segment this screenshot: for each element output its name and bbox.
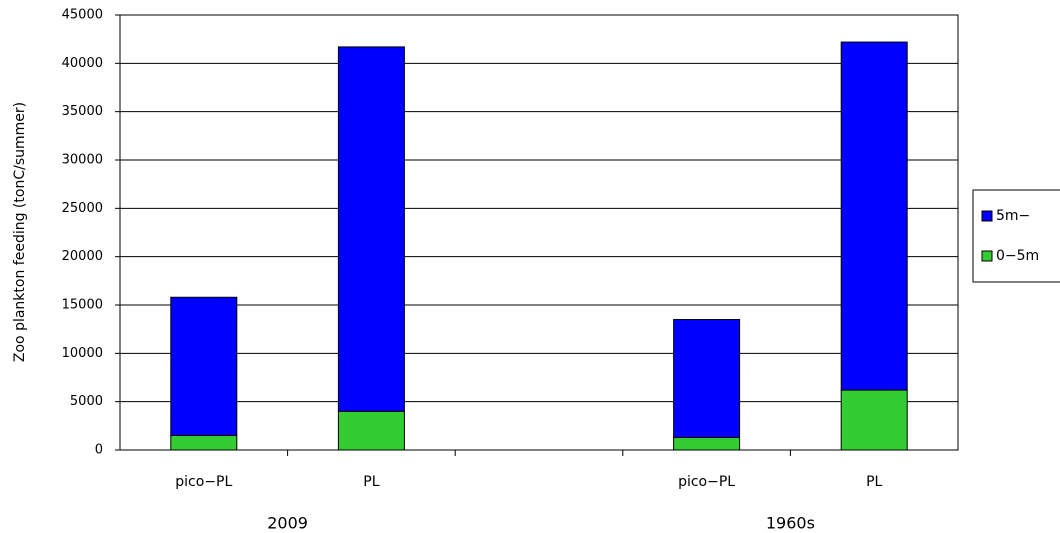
group-label: 1960s [766,514,815,533]
y-tick-label: 10000 [62,346,103,361]
y-axis-label: Zoo plankton feeding (tonC/summer) [12,102,28,362]
y-tick-label: 30000 [62,153,103,168]
x-tick-label: pico−PL [678,474,735,490]
y-tick-label: 25000 [62,201,103,216]
x-tick-label: PL [866,474,882,490]
x-tick-label: PL [363,474,379,490]
legend-swatch [981,250,993,262]
legend-box [972,189,1060,283]
y-tick-label: 40000 [62,56,103,71]
y-tick-label: 45000 [62,8,103,23]
bar-segment [337,410,405,451]
bar-segment [170,296,238,436]
bar-segment [673,436,741,451]
y-tick-label: 0 [95,443,103,458]
bar-segment [840,389,908,451]
bar-segment [673,319,741,438]
y-tick-label: 20000 [62,249,103,264]
y-tick-label: 5000 [70,394,103,409]
legend-swatch [981,210,993,222]
bar-segment [337,46,405,412]
legend-label: 0−5m [996,248,1039,264]
y-tick-label: 15000 [62,298,103,313]
bar-segment [170,435,238,451]
x-tick-label: pico−PL [175,474,232,490]
bar-segment [840,41,908,391]
legend-label: 5m− [996,208,1030,224]
group-label: 2009 [267,514,308,533]
plot-border [119,14,959,451]
y-tick-label: 35000 [62,104,103,119]
